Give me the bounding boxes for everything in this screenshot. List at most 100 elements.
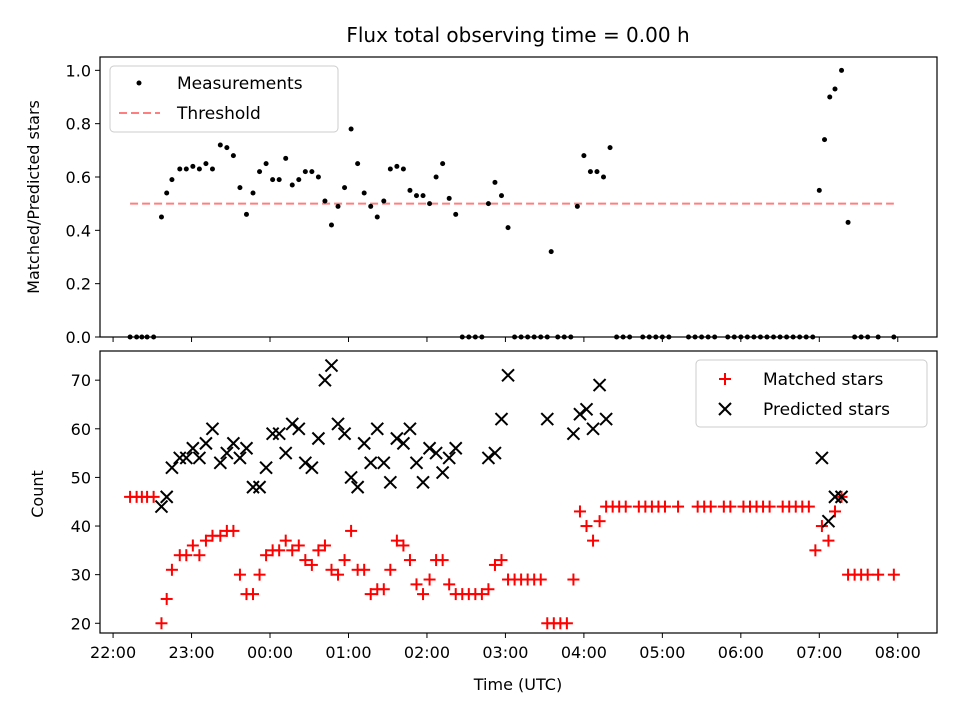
predicted-star-point xyxy=(337,426,352,441)
bottom-plot-frame xyxy=(99,350,938,634)
measurement-point xyxy=(822,137,828,143)
predicted-star-point xyxy=(285,417,299,431)
predicted-star-point xyxy=(265,426,280,441)
predicted-star-point xyxy=(331,417,345,431)
legend-measurements-marker xyxy=(136,80,142,86)
predicted-star-point xyxy=(154,499,169,514)
bottom-y-tick-label: 20 xyxy=(71,614,91,633)
top-legend-box xyxy=(109,65,339,133)
measurement-point xyxy=(548,249,554,255)
top-legend: Measurements Threshold xyxy=(109,65,339,133)
x-tick-label: 01:00 xyxy=(325,643,371,662)
predicted-star-point xyxy=(540,412,554,426)
measurement-point xyxy=(400,166,406,172)
predicted-star-point xyxy=(165,460,179,475)
measurement-point xyxy=(283,155,289,161)
measurement-point xyxy=(381,198,387,204)
matched-star-point xyxy=(345,524,358,537)
measurement-point xyxy=(328,222,334,228)
bottom-legend: Matched stars Predicted stars xyxy=(695,359,928,428)
predicted-star-point xyxy=(501,368,515,383)
x-tick-label: 08:00 xyxy=(875,643,921,662)
matched-star-point xyxy=(260,549,273,562)
predicted-star-point xyxy=(259,460,273,475)
matched-star-point xyxy=(436,554,449,567)
predicted-star-point xyxy=(390,431,404,446)
x-tick-label: 22:00 xyxy=(90,643,136,662)
x-tick-label: 04:00 xyxy=(561,643,607,662)
measurement-point xyxy=(276,177,282,183)
measurement-point xyxy=(169,177,175,183)
measurement-point xyxy=(302,169,308,175)
predicted-star-point xyxy=(416,475,430,489)
x-tick-label: 23:00 xyxy=(168,643,214,662)
top-plot-frame xyxy=(99,56,938,338)
predicted-star-point xyxy=(179,451,194,465)
matched-star-point xyxy=(358,563,371,576)
predicted-star-point xyxy=(239,441,254,455)
predicted-star-point xyxy=(344,470,358,485)
measurement-point xyxy=(594,169,600,175)
measurement-point xyxy=(209,166,215,172)
matched-star-point xyxy=(619,500,632,513)
matched-star-point xyxy=(305,558,318,571)
predicted-star-point xyxy=(422,441,437,455)
legend-measurements-label: Measurements xyxy=(177,74,303,94)
matched-star-point xyxy=(279,534,292,547)
matched-star-point xyxy=(332,568,345,581)
measurement-point xyxy=(387,166,393,172)
matched-star-point xyxy=(247,588,260,601)
legend-matched-marker xyxy=(719,373,731,385)
measurement-point xyxy=(315,174,321,180)
predicted-star-point xyxy=(573,407,587,421)
measurement-point xyxy=(257,169,263,175)
measurement-point xyxy=(309,169,315,175)
predicted-star-point xyxy=(396,436,411,451)
matched-star-point xyxy=(338,554,351,567)
x-tick-label: 07:00 xyxy=(796,643,842,662)
predicted-star-point xyxy=(599,412,613,426)
matched-star-point xyxy=(763,500,776,513)
top-y-tick-label: 0.6 xyxy=(66,168,91,187)
bottom-panel: 22:00 23:00 00:00 01:00 02:00 03:00 04:00 05:00… xyxy=(28,350,938,694)
measurement-point xyxy=(446,195,452,201)
measurement-point xyxy=(413,193,419,199)
measurement-point xyxy=(816,187,822,193)
predicted-star-point xyxy=(494,412,509,426)
matched-star-point xyxy=(488,558,501,571)
legend-predicted-marker xyxy=(718,402,732,416)
matched-star-point xyxy=(253,568,266,581)
measurement-point xyxy=(832,86,838,92)
matched-star-point xyxy=(887,568,900,581)
predicted-star-point xyxy=(233,451,247,465)
bottom-y-tick-label: 60 xyxy=(71,420,91,439)
predicted-star-point xyxy=(173,451,187,465)
predicted-star-point xyxy=(403,422,417,436)
measurement-point xyxy=(827,94,833,100)
measurement-point xyxy=(368,203,374,209)
top-y-tick-label: 0.2 xyxy=(66,275,91,294)
predicted-star-point xyxy=(279,446,293,460)
measurement-point xyxy=(453,211,459,217)
predicted-star-point xyxy=(821,514,836,528)
measurement-point xyxy=(587,169,593,175)
matched-star-point xyxy=(417,588,430,601)
matched-star-point xyxy=(567,573,580,586)
predicted-star-point xyxy=(318,373,332,387)
predicted-star-point xyxy=(357,436,371,451)
measurement-point xyxy=(492,179,498,185)
matched-star-point xyxy=(292,539,305,552)
matched-star-point xyxy=(704,500,717,513)
measurement-point xyxy=(355,161,361,167)
predicted-star-point xyxy=(226,436,241,451)
measurement-point xyxy=(348,126,354,132)
matched-star-point xyxy=(872,568,885,581)
predicted-star-point xyxy=(429,446,443,460)
matched-star-point xyxy=(658,500,671,513)
predicted-star-point xyxy=(186,441,200,455)
measurement-point xyxy=(250,190,256,196)
measurement-point xyxy=(394,163,400,169)
predicted-star-point xyxy=(409,456,424,470)
predicted-star-point xyxy=(364,456,378,470)
matched-star-point xyxy=(809,544,822,557)
